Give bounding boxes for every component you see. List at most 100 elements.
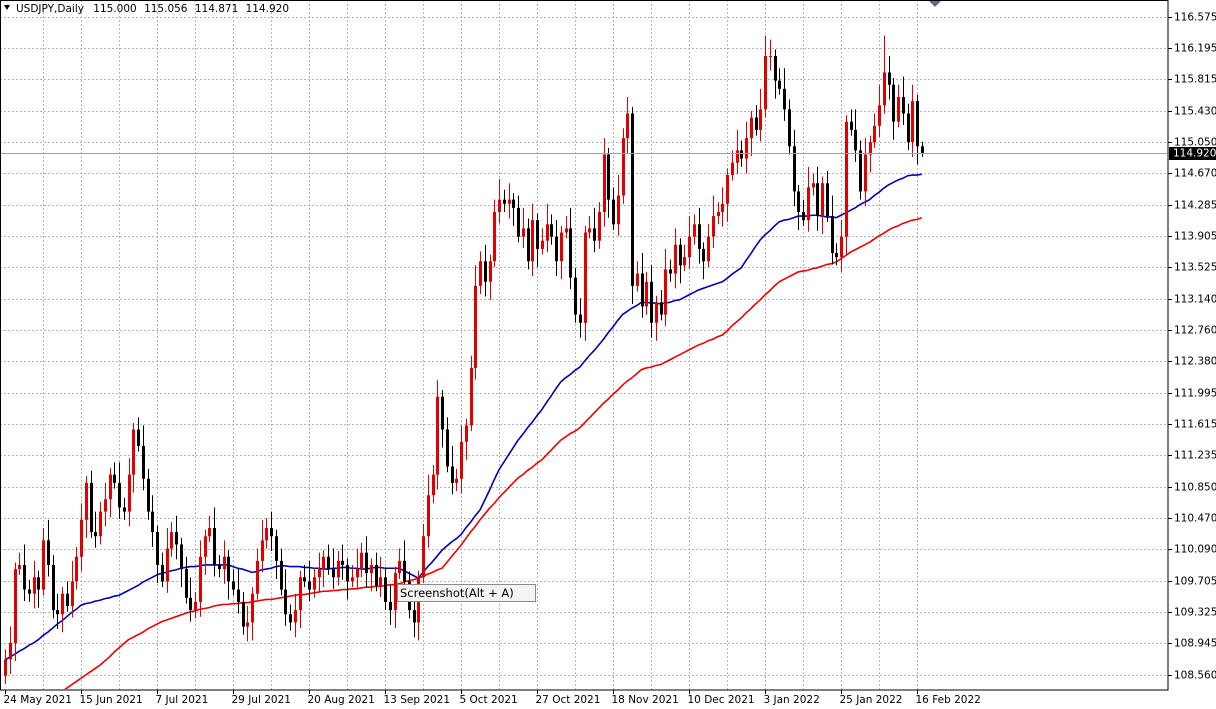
tooltip-text: Screenshot(Alt + A) (400, 586, 514, 600)
candle-body (289, 614, 292, 623)
current-price-box (1169, 147, 1216, 160)
candle-body (897, 97, 900, 122)
candle-body (531, 220, 534, 262)
candle-body (23, 564, 26, 590)
candle-body (75, 556, 78, 582)
candle-body (574, 277, 577, 315)
candle-body (175, 532, 178, 545)
candle-body (688, 236, 691, 258)
candle-body (189, 597, 192, 611)
candle-body (137, 429, 140, 446)
moving-average-line (64, 216, 923, 689)
candle-body (888, 72, 891, 85)
menu-arrow[interactable] (4, 5, 10, 10)
candle-body (199, 556, 202, 602)
candle-body (603, 154, 606, 212)
y-tick-label: 115.815 (1174, 74, 1216, 86)
candle-body (569, 228, 572, 278)
candle-body (4, 659, 7, 676)
candle-body (560, 232, 563, 262)
y-tick-label: 109.705 (1174, 576, 1216, 588)
candle-body (536, 220, 539, 249)
candle-body (451, 466, 454, 483)
candle-body (151, 511, 154, 533)
candle-body (109, 474, 112, 500)
candle-body (128, 474, 131, 512)
candle-body (322, 556, 325, 570)
axes: 108.560 108.945 109.325 109.705 110.090 110.4… (4, 12, 1216, 706)
candle-body (479, 261, 482, 286)
x-tick-label: 16 Feb 2022 (916, 694, 981, 706)
candle-body (788, 109, 791, 147)
y-tick-label: 111.995 (1174, 388, 1216, 400)
candle-body (284, 589, 287, 615)
candle-body (261, 540, 264, 561)
candle-body (826, 183, 829, 217)
header-low: 114.871 (195, 3, 238, 15)
x-tick-label: 15 Jun 2021 (80, 694, 143, 706)
candle-body (921, 146, 924, 153)
candle-body (740, 150, 743, 159)
candle-body (840, 236, 843, 258)
x-tick-label: 25 Jan 2022 (840, 694, 903, 706)
candle-body (299, 577, 302, 611)
candle-body (626, 113, 629, 139)
shift-marker[interactable] (929, 1, 941, 7)
candle-body (432, 474, 435, 496)
candle-body (455, 478, 458, 483)
y-tick-label: 116.195 (1174, 43, 1216, 55)
candle-body (246, 622, 249, 627)
x-tick-label: 7 Jul 2021 (156, 694, 209, 706)
y-tick-label: 114.285 (1174, 200, 1216, 212)
candle-body (797, 191, 800, 212)
candle-body (645, 281, 648, 307)
candle-body (802, 211, 805, 221)
candle-body (636, 273, 639, 286)
candle-body (474, 285, 477, 368)
candle-body (66, 593, 69, 607)
header-high: 115.056 (144, 3, 188, 15)
candle-body (436, 396, 439, 475)
y-tick-label: 112.760 (1174, 325, 1216, 337)
candle-body (413, 610, 416, 623)
y-tick-label: 114.670 (1174, 168, 1216, 180)
candle-body (80, 519, 83, 557)
candle-body (422, 536, 425, 578)
candle-body (484, 261, 487, 282)
candle-body (859, 150, 862, 192)
candle-body (527, 228, 530, 262)
candle-body (204, 536, 207, 557)
candle-body (812, 183, 815, 188)
candle-body (147, 478, 150, 512)
candle-body (674, 244, 677, 274)
candle-body (565, 228, 568, 233)
candle-body (251, 593, 254, 623)
candle-body (783, 88, 786, 110)
candle-body (270, 528, 273, 537)
y-tick-label: 111.615 (1174, 419, 1216, 431)
candle-body (655, 302, 658, 323)
candle-body (503, 199, 506, 204)
candle-body (213, 528, 216, 565)
y-tick-label: 115.050 (1174, 137, 1216, 149)
candle-body (441, 396, 444, 430)
candle-body (916, 101, 919, 147)
candle-body (237, 589, 240, 602)
candle-body (156, 532, 159, 565)
y-tick-label: 108.560 (1174, 670, 1216, 682)
y-tick-label: 108.945 (1174, 638, 1216, 650)
candle-body (522, 228, 525, 237)
plot-area (1, 35, 1167, 689)
y-tick-label: 113.140 (1174, 294, 1216, 306)
candle-body (864, 154, 867, 192)
candle-body (118, 482, 121, 508)
candle-body (821, 183, 824, 217)
candle-body (242, 601, 245, 627)
candle-body (227, 556, 230, 582)
candle-body (774, 55, 777, 81)
candle-body (351, 577, 354, 582)
candle-body (717, 211, 720, 217)
y-tick-label: 111.235 (1174, 450, 1216, 462)
candle-body (446, 429, 449, 467)
